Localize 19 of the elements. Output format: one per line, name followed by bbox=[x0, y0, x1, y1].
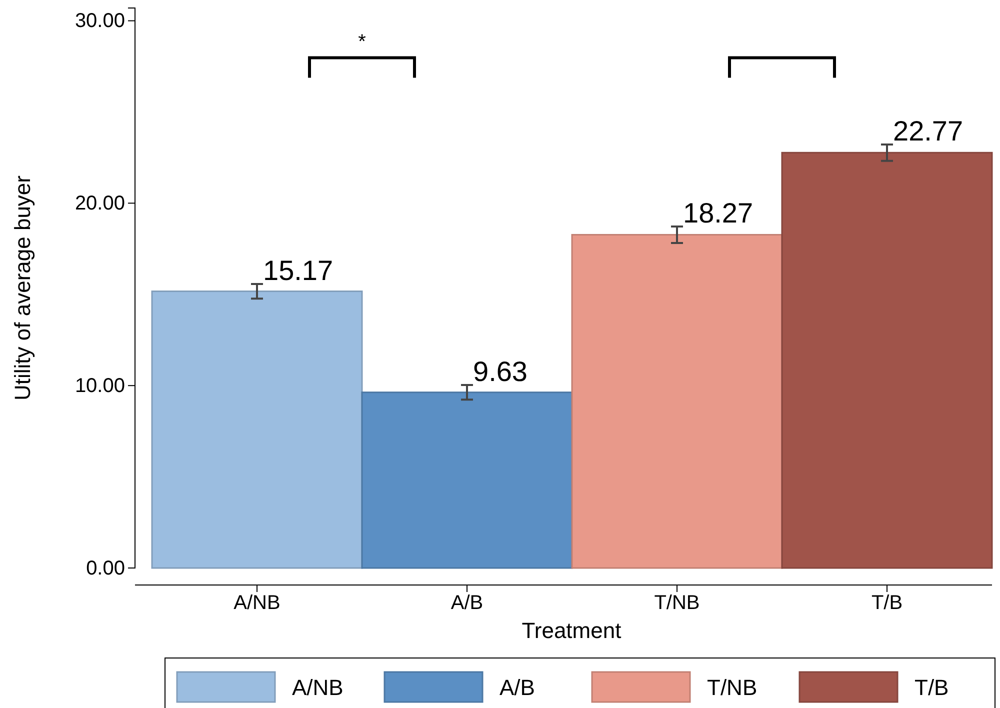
x-tick-label: T/NB bbox=[654, 592, 700, 614]
legend-label: A/NB bbox=[292, 675, 344, 700]
y-tick-label: 30.00 bbox=[74, 10, 125, 32]
y-tick-label: 10.00 bbox=[74, 374, 125, 397]
y-tick-label: 0.00 bbox=[86, 557, 125, 580]
legend-label: T/B bbox=[914, 675, 949, 700]
legend-label: T/NB bbox=[707, 675, 758, 700]
x-tick-label: A/B bbox=[450, 592, 484, 614]
x-axis-title: Treatment bbox=[522, 618, 622, 643]
x-tick-label: T/B bbox=[871, 592, 903, 614]
data-label: 18.27 bbox=[683, 198, 754, 229]
annotation: * bbox=[358, 30, 366, 53]
data-label: 9.63 bbox=[473, 356, 528, 388]
y-tick-label: 20.00 bbox=[74, 192, 125, 215]
y-axis-title: Utility of average buyer bbox=[10, 176, 35, 400]
x-tick-label: A/NB bbox=[234, 592, 280, 614]
data-label: 15.17 bbox=[263, 254, 334, 286]
legend-label: A/B bbox=[500, 675, 535, 700]
data-label: 22.77 bbox=[893, 115, 964, 146]
